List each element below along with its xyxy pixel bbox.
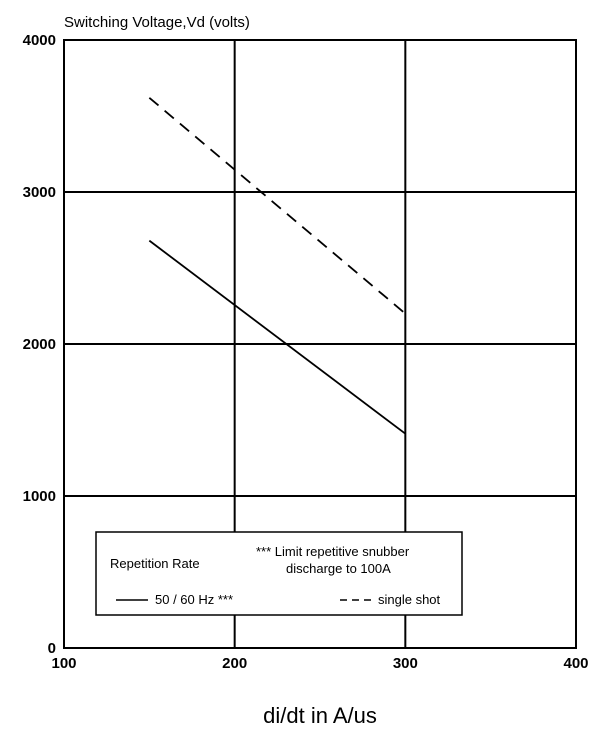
legend-box (95, 531, 463, 616)
y-tick-label: 1000 (23, 488, 56, 505)
x-tick-label: 300 (393, 655, 418, 672)
legend-label-solid: 50 / 60 Hz *** (155, 592, 233, 607)
legend: Repetition Rate *** Limit repetitive snu… (95, 531, 463, 616)
y-tick-label: 0 (48, 640, 56, 657)
y-axis-title: Switching Voltage,Vd (volts) (64, 14, 250, 31)
series-lines (148, 97, 406, 435)
y-tick-label: 3000 (23, 184, 56, 201)
x-tick-label: 200 (222, 655, 247, 672)
legend-note-line2: discharge to 100A (286, 561, 391, 576)
x-tick-label: 100 (51, 655, 76, 672)
series-line-single-shot (148, 97, 406, 315)
legend-note-line1: *** Limit repetitive snubber (256, 544, 410, 559)
x-tick-label: 400 (563, 655, 588, 672)
y-tick-label: 2000 (23, 336, 56, 353)
y-tick-label: 4000 (23, 32, 56, 49)
legend-label-dashed: single shot (378, 592, 441, 607)
x-axis-title: di/dt in A/us (263, 703, 377, 728)
legend-title: Repetition Rate (110, 556, 200, 571)
series-line-50-60-hz (148, 239, 406, 435)
